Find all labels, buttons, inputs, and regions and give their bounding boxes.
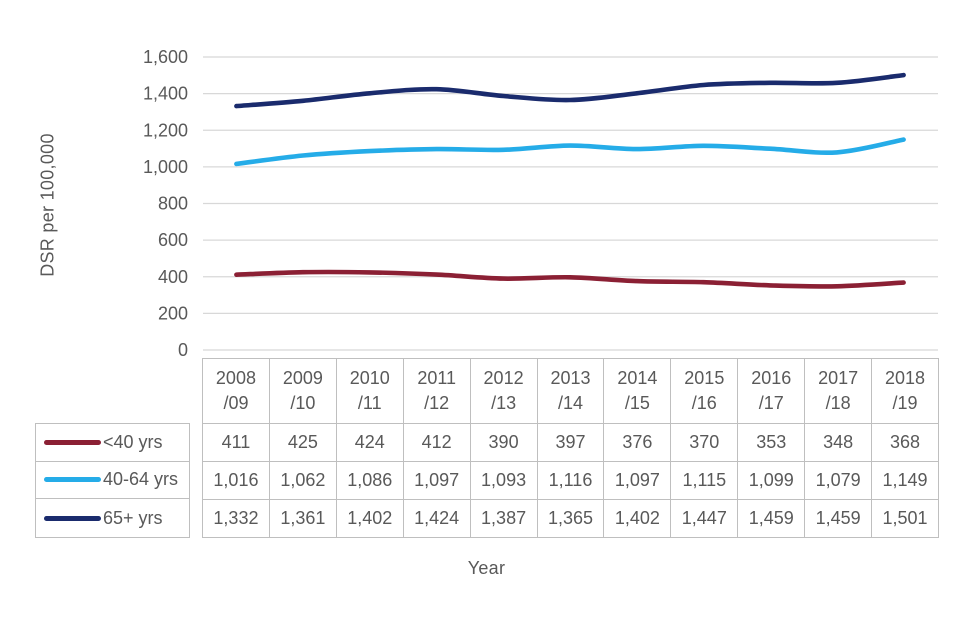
legend-label: 65+ yrs [103,507,163,528]
table-value-cell: 1,365 [537,500,605,538]
table-value-cell: 424 [336,424,404,462]
legend: <40 yrs 40-64 yrs 65+ yrs [35,423,190,538]
table-value-cell: 1,016 [203,462,270,500]
table-value-cell: 1,093 [470,462,538,500]
table-header-cell: 2017/18 [805,359,873,424]
table-value-cell: 1,402 [604,500,672,538]
year-line-2: /13 [491,393,517,413]
y-tick-label: 1,000 [143,157,188,177]
year-line-2: /17 [758,393,784,413]
table-value-cell: 1,402 [336,500,404,538]
table-value-cell: 1,447 [671,500,739,538]
table-header-cell: 2013/14 [537,359,605,424]
table-value-cell: 348 [805,424,873,462]
y-axis-title: DSR per 100,000 [37,133,58,277]
table-header-cell: 2010/11 [336,359,404,424]
year-line-1: 2015 [684,368,725,388]
legend-item: <40 yrs [36,424,189,462]
table-value-cell: 1,459 [805,500,873,538]
table-value-cell: 390 [470,424,538,462]
table-value-cell: 1,097 [604,462,672,500]
y-tick-label: 800 [158,194,188,214]
year-line-2: /10 [290,393,316,413]
table-value-cell: 1,115 [671,462,739,500]
legend-line-swatch [44,477,101,483]
legend-line-swatch [44,515,101,521]
table-value-cell: 1,424 [403,500,471,538]
series-line-65-yrs [234,72,906,109]
year-line-1: 2017 [818,368,859,388]
year-line-2: /14 [557,393,583,413]
table-value-cell: 1,459 [738,500,806,538]
year-line-2: /09 [223,393,249,413]
table-header-cell: 2018/19 [872,359,939,424]
table-value-cell: 368 [872,424,939,462]
year-line-1: 2010 [349,368,390,388]
table-value-cell: 376 [604,424,672,462]
year-line-2: /19 [892,393,918,413]
year-line-2: /11 [357,393,382,413]
year-line-2: /15 [624,393,650,413]
year-line-1: 2011 [417,368,457,388]
table-value-cell: 353 [738,424,806,462]
table-header-cell: 2009/10 [269,359,337,424]
table-value-cell: 370 [671,424,739,462]
year-line-1: 2013 [550,368,591,388]
table-value-cell: 1,062 [269,462,337,500]
table-value-cell: 1,086 [336,462,404,500]
y-tick-label: 1,200 [143,120,188,140]
table-header-cell: 2011/12 [403,359,471,424]
table-header-cell: 2012/13 [470,359,538,424]
y-tick-label: 400 [158,267,188,287]
table-value-cell: 1,097 [403,462,471,500]
table-header-cell: 2008/09 [203,359,270,424]
y-tick-label: 200 [158,303,188,323]
table-value-cell: 412 [403,424,471,462]
x-axis-title: Year [467,558,506,578]
legend-label: 40-64 yrs [103,469,179,490]
series-line--40-yrs [234,269,906,289]
table-value-cell: 1,116 [537,462,605,500]
y-tick-label: 1,400 [143,84,188,104]
line-chart-plot-area: 0 200 400 600 800 1,000 1,200 1,400 1,600 [143,47,938,360]
table-value-cell: 1,501 [872,500,939,538]
table-value-cell: 1,079 [805,462,873,500]
y-tick-label: 600 [158,230,188,250]
year-line-1: 2009 [282,368,323,388]
legend-item: 65+ yrs [36,499,189,537]
y-tick-label: 1,600 [143,47,188,67]
y-tick-label: 0 [178,340,188,360]
data-table: 2008/09 2009/10 2010/11 2011/12 2012/13 2013/… [202,358,939,538]
year-line-1: 2018 [885,368,926,388]
year-line-1: 2014 [617,368,658,388]
year-line-1: 2016 [751,368,792,388]
legend-item: 40-64 yrs [36,462,189,500]
table-value-cell: 1,361 [269,500,337,538]
table-value-cell: 397 [537,424,605,462]
table-value-cell: 1,332 [203,500,270,538]
table-value-cell: 1,149 [872,462,939,500]
table-value-cell: 425 [269,424,337,462]
year-line-2: /18 [825,393,851,413]
year-line-1: 2012 [483,368,524,388]
table-header-cell: 2014/15 [604,359,672,424]
year-line-1: 2008 [215,368,256,388]
table-header-cell: 2016/17 [738,359,806,424]
table-value-cell: 1,099 [738,462,806,500]
legend-label: <40 yrs [103,431,163,452]
year-line-2: /16 [691,393,717,413]
series-line-40-64-yrs [234,137,906,167]
table-value-cell: 411 [203,424,270,462]
table-header-cell: 2015/16 [671,359,739,424]
year-line-2: /12 [424,393,450,413]
legend-line-swatch [44,439,101,445]
table-value-cell: 1,387 [470,500,538,538]
